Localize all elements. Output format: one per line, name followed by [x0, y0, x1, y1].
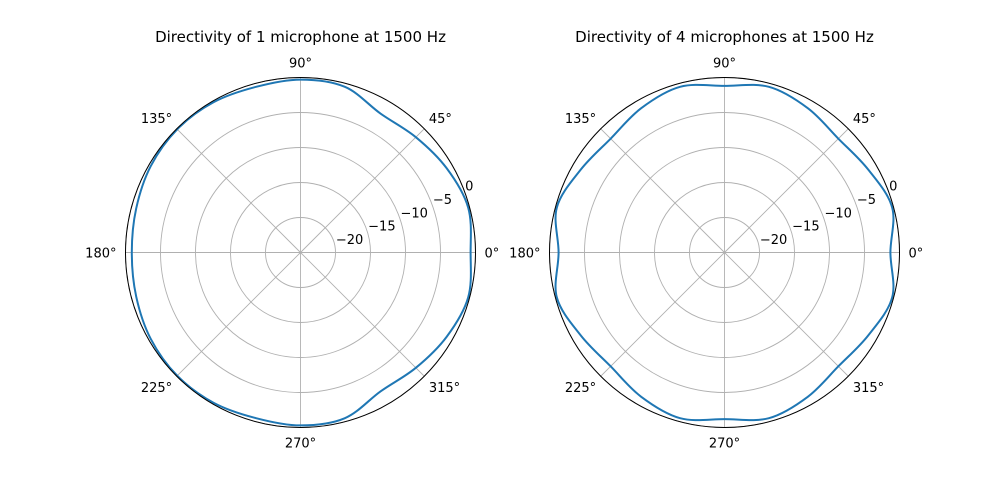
angle-tick-label: 90° [713, 57, 736, 72]
angle-tick-label: 0° [485, 247, 500, 262]
chart-title: Directivity of 1 microphone at 1500 Hz [155, 28, 446, 46]
radial-tick-label: −10 [401, 206, 428, 221]
angular-gridline [300, 252, 425, 377]
angle-tick-label: 225° [565, 381, 596, 396]
radial-tick-label: −10 [825, 206, 852, 221]
angle-tick-label: 180° [85, 247, 116, 262]
polar-chart-2: 0° 45° 90° 135° 180° 225° 270° 315° −20 −15 −10 −5 0… [509, 28, 923, 452]
angle-tick-label: 45° [429, 112, 452, 127]
polar-chart-1: 0° 45° 90° 135° 180° 225° 270° 315° −20 −15 −10 −5 0… [85, 28, 499, 452]
angular-gridline [600, 252, 725, 377]
chart-title: Directivity of 4 microphones at 1500 Hz [575, 28, 874, 46]
radial-tick-label: −15 [368, 220, 395, 235]
angle-tick-label: 90° [289, 57, 312, 72]
angular-gridline [724, 128, 849, 253]
polar-frame [549, 77, 900, 428]
angular-gridline [600, 128, 725, 253]
angle-tick-label: 270° [285, 437, 316, 452]
angle-tick-label: 315° [853, 381, 884, 396]
radial-tick-label: 0 [889, 180, 897, 195]
directivity-series-line [130, 78, 472, 427]
radial-tick-label: −15 [792, 220, 819, 235]
radial-tick-label: −20 [336, 233, 363, 248]
angular-gridline [176, 252, 301, 377]
angle-tick-label: 270° [709, 437, 740, 452]
radial-tick-label: −20 [760, 233, 787, 248]
angular-gridline [724, 252, 849, 377]
angle-tick-label: 135° [141, 112, 172, 127]
radial-tick-label: 0 [465, 180, 473, 195]
angular-gridline [300, 128, 425, 253]
polar-frame [125, 77, 476, 428]
angle-tick-label: 180° [509, 247, 540, 262]
angle-tick-label: 315° [429, 381, 460, 396]
angle-tick-label: 45° [853, 112, 876, 127]
radial-tick-label: −5 [433, 193, 452, 208]
angle-tick-label: 225° [141, 381, 172, 396]
angular-gridline [176, 128, 301, 253]
radial-tick-label: −5 [857, 193, 876, 208]
angle-tick-label: 0° [909, 247, 924, 262]
angle-tick-label: 135° [565, 112, 596, 127]
directivity-series-line [554, 83, 895, 422]
